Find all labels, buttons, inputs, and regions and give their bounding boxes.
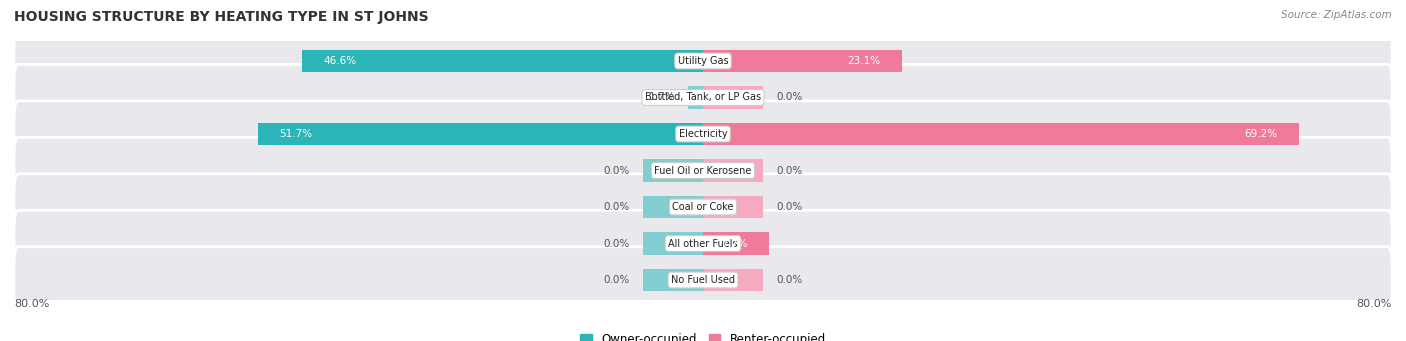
Text: Utility Gas: Utility Gas [678, 56, 728, 66]
Text: Coal or Coke: Coal or Coke [672, 202, 734, 212]
Text: All other Fuels: All other Fuels [668, 238, 738, 249]
Bar [703, 86, 763, 109]
Bar [643, 159, 703, 182]
Text: 0.0%: 0.0% [776, 275, 803, 285]
FancyBboxPatch shape [14, 64, 1392, 131]
Text: No Fuel Used: No Fuel Used [671, 275, 735, 285]
Bar [643, 196, 703, 218]
Bar [703, 159, 763, 182]
Text: 46.6%: 46.6% [323, 56, 356, 66]
Bar [689, 86, 703, 109]
FancyBboxPatch shape [14, 174, 1392, 240]
Text: 0.0%: 0.0% [603, 165, 630, 176]
Text: 0.0%: 0.0% [776, 202, 803, 212]
Text: HOUSING STRUCTURE BY HEATING TYPE IN ST JOHNS: HOUSING STRUCTURE BY HEATING TYPE IN ST … [14, 10, 429, 24]
Text: 69.2%: 69.2% [1244, 129, 1278, 139]
Bar [302, 50, 703, 72]
Text: 0.0%: 0.0% [603, 275, 630, 285]
Text: 23.1%: 23.1% [848, 56, 880, 66]
Bar [703, 232, 769, 255]
FancyBboxPatch shape [14, 247, 1392, 313]
Text: 0.0%: 0.0% [603, 238, 630, 249]
Bar [643, 269, 703, 291]
Text: Electricity: Electricity [679, 129, 727, 139]
Legend: Owner-occupied, Renter-occupied: Owner-occupied, Renter-occupied [575, 329, 831, 341]
Bar [703, 196, 763, 218]
Bar [257, 123, 703, 145]
Text: 7.7%: 7.7% [721, 238, 748, 249]
Text: Bottled, Tank, or LP Gas: Bottled, Tank, or LP Gas [645, 92, 761, 103]
Text: 51.7%: 51.7% [280, 129, 312, 139]
Text: 0.0%: 0.0% [776, 165, 803, 176]
Text: 80.0%: 80.0% [1357, 299, 1392, 309]
Text: Source: ZipAtlas.com: Source: ZipAtlas.com [1281, 10, 1392, 20]
FancyBboxPatch shape [14, 137, 1392, 204]
FancyBboxPatch shape [14, 28, 1392, 94]
Bar [703, 123, 1299, 145]
FancyBboxPatch shape [14, 101, 1392, 167]
Bar [703, 269, 763, 291]
Bar [643, 232, 703, 255]
Text: 0.0%: 0.0% [603, 202, 630, 212]
Text: 0.0%: 0.0% [776, 92, 803, 103]
Text: 1.7%: 1.7% [650, 92, 675, 103]
Bar [703, 50, 901, 72]
Text: Fuel Oil or Kerosene: Fuel Oil or Kerosene [654, 165, 752, 176]
FancyBboxPatch shape [14, 210, 1392, 277]
Text: 80.0%: 80.0% [14, 299, 49, 309]
